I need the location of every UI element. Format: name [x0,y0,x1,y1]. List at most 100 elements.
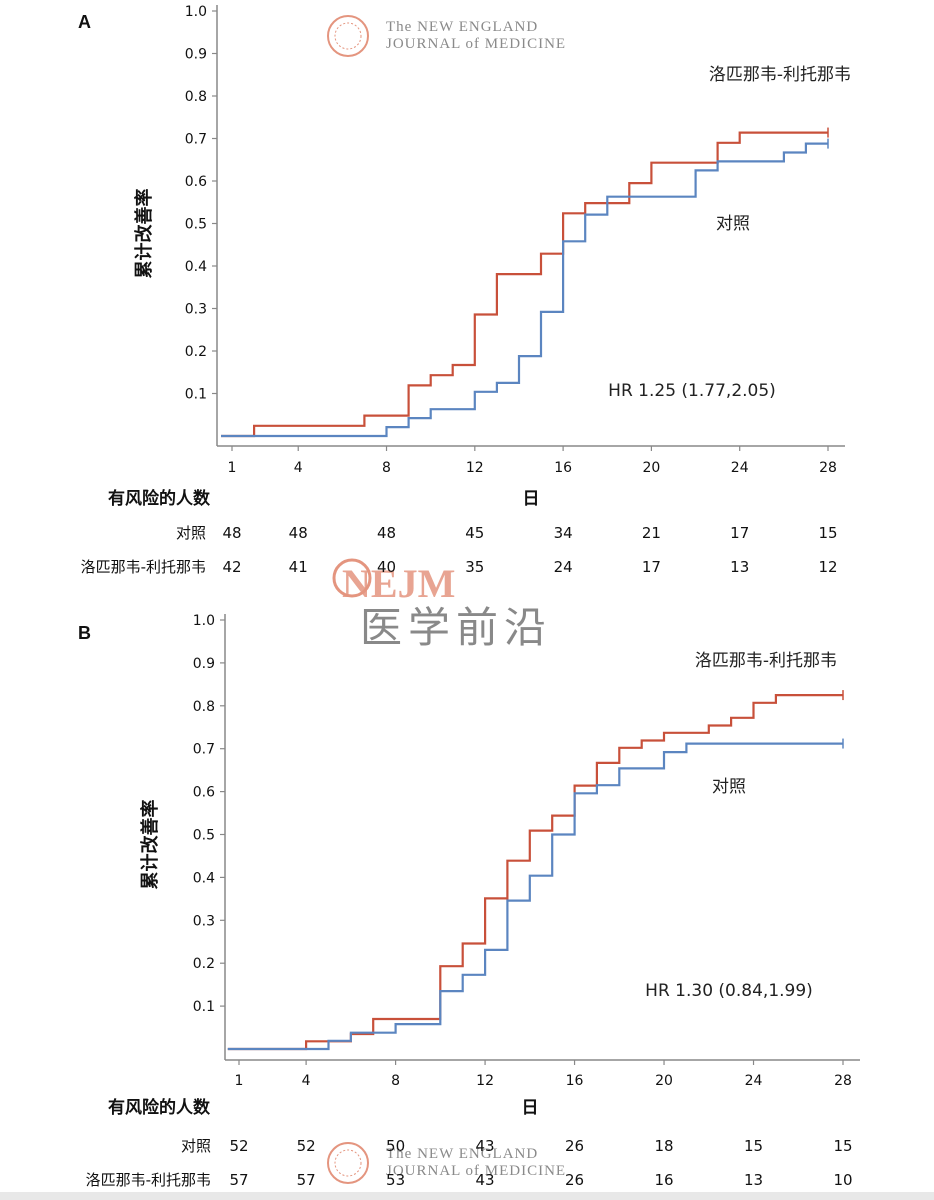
risk-cell: 26 [565,1137,584,1155]
risk-cell: 35 [465,558,484,576]
journal-seal-inner-icon [334,22,362,50]
risk-cell: 26 [565,1171,584,1189]
y-tick-label: 0.2 [185,344,207,360]
x-tick-label: 20 [655,1073,673,1089]
risk-cell: 34 [554,524,573,542]
risk-cell: 15 [818,524,837,542]
y-tick-label: 0.9 [193,656,215,672]
risk-cell: 40 [377,558,396,576]
panel-a: A0.10.20.30.40.50.60.70.80.91.01 4 8 12 16 20… [78,4,851,576]
risk-cell: 41 [289,558,308,576]
risk-cell: 12 [818,558,837,576]
km-curve-treatment [227,694,843,1051]
x-tick-label: 1 [235,1073,244,1089]
series-label-control: 对照 [716,214,750,234]
x-tick-label: 8 [391,1073,400,1089]
x-tick-label: 4 [294,460,303,476]
risk-cell: 57 [297,1171,316,1189]
km-curve-treatment [221,131,828,438]
journal-name-line1: The NEW ENGLAND [386,19,538,35]
series-label-control: 对照 [712,777,746,797]
risk-cell: 42 [222,558,241,576]
risk-cell: 45 [465,524,484,542]
y-axis-label: 累计改善率 [133,189,155,279]
x-tick-label: 12 [476,1073,494,1089]
x-tick-label: 24 [745,1073,763,1089]
y-tick-label: 0.4 [185,259,207,275]
risk-cell: 48 [377,524,396,542]
journal-name-line1: The NEW ENGLAND [386,1146,538,1162]
risk-cell: 48 [222,524,241,542]
y-tick-label: 1.0 [185,4,207,20]
y-tick-label: 1.0 [193,613,215,629]
risk-cell: 17 [642,558,661,576]
risk-cell: 16 [654,1171,673,1189]
panel-letter: B [78,623,91,643]
hazard-ratio-annotation: HR 1.25 (1.77,2.05) [608,381,776,401]
risk-cell: 24 [554,558,573,576]
risk-row-label: 洛匹那韦-利托那韦 [81,558,206,576]
km-curve-control [227,742,843,1051]
risk-cell: 43 [476,1137,495,1155]
x-tick-label: 1 [228,460,237,476]
y-tick-label: 0.2 [193,956,215,972]
risk-cell: 10 [833,1171,852,1189]
x-tick-label: 20 [642,460,660,476]
risk-row-label: 对照 [181,1137,211,1155]
x-tick-label: 16 [554,460,572,476]
x-tick-label: 28 [834,1073,852,1089]
frontier-text: 医学前沿 [360,603,552,652]
x-tick-label: 12 [466,460,484,476]
km-curve-control [221,142,828,438]
series-label-treatment: 洛匹那韦-利托那韦 [695,651,837,671]
risk-table-title: 有风险的人数 [108,488,211,509]
risk-table-title: 有风险的人数 [108,1097,211,1118]
y-tick-label: 0.6 [193,785,215,801]
journal-seal-icon [327,15,369,57]
risk-cell: 50 [386,1137,405,1155]
hazard-ratio-annotation: HR 1.30 (0.84,1.99) [645,981,813,1001]
y-tick-label: 0.7 [193,742,215,758]
nejm-logo-ring-icon [332,558,372,598]
x-tick-label: 24 [731,460,749,476]
series-label-treatment: 洛匹那韦-利托那韦 [709,65,851,85]
y-tick-label: 0.1 [193,999,215,1015]
x-tick-label: 16 [566,1073,584,1089]
x-tick-label: 8 [382,460,391,476]
panel-letter: A [78,12,91,32]
panel-b: B 0.1 0.2 0.3 0.4 0.5 0.6 0.7 0.8 0.9 1.0 1 4 8 12 16 20… [78,613,860,1189]
y-axis-label: 累计改善率 [139,800,161,890]
y-tick-label: 0.5 [193,828,215,844]
risk-cell: 52 [297,1137,316,1155]
y-tick-label: 0.8 [185,89,207,105]
risk-cell: 13 [730,558,749,576]
risk-cell: 13 [744,1171,763,1189]
risk-cell: 15 [744,1137,763,1155]
y-tick-label: 0.3 [185,302,207,318]
y-tick-label: 0.1 [185,387,207,403]
risk-cell: 57 [229,1171,248,1189]
y-tick-label: 0.5 [185,217,207,233]
risk-row-label: 对照 [176,524,206,542]
risk-cell: 17 [730,524,749,542]
journal-seal-inner-icon [334,1149,362,1177]
y-tick-label: 0.9 [185,47,207,63]
y-tick-label: 0.8 [193,699,215,715]
risk-cell: 53 [386,1171,405,1189]
risk-cell: 21 [642,524,661,542]
risk-cell: 52 [229,1137,248,1155]
risk-cell: 43 [476,1171,495,1189]
risk-row-label: 洛匹那韦-利托那韦 [86,1171,211,1189]
x-axis-label: 日 [523,489,540,509]
nejm-logo-text: NEJM [342,561,455,606]
y-tick-label: 0.7 [185,132,207,148]
y-tick-label: 0.3 [193,913,215,929]
x-tick-label: 28 [819,460,837,476]
bottom-scroll-strip [0,1192,934,1200]
journal-seal-icon [327,1142,369,1184]
journal-name-line2: JOURNAL of MEDICINE [386,1163,566,1179]
